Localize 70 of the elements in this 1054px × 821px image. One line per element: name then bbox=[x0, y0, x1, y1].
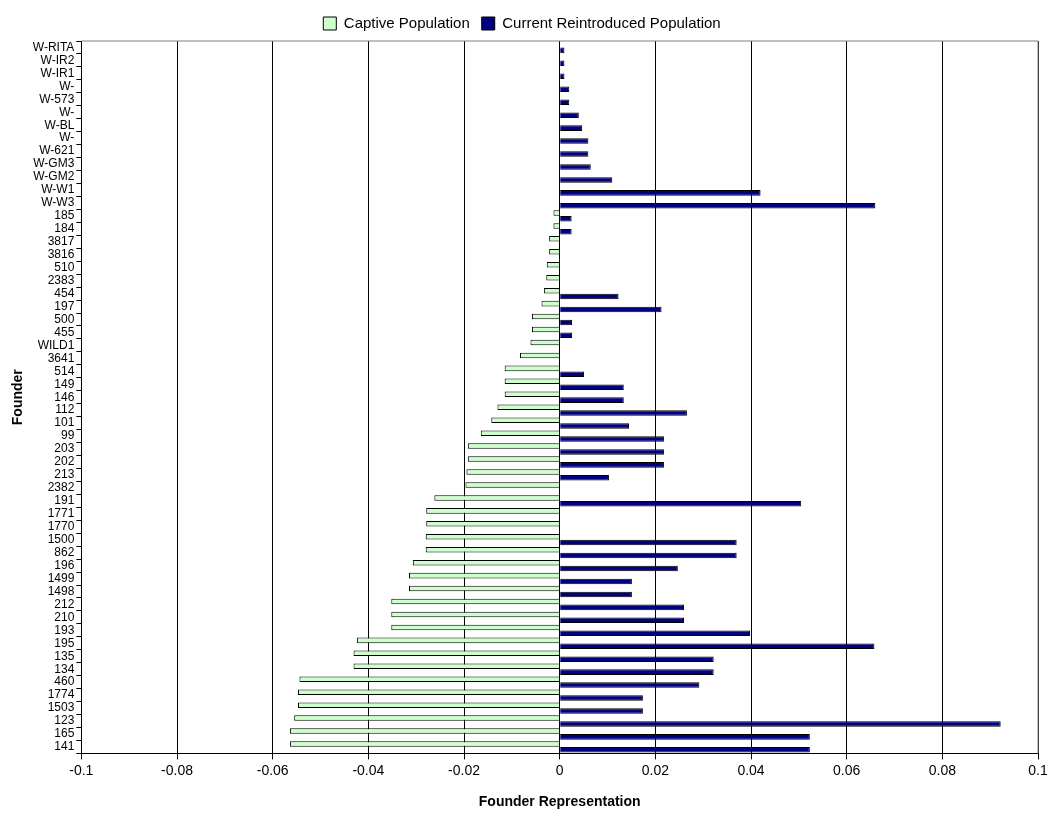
y-tick-label: 2382 bbox=[47, 480, 75, 495]
y-tick-label: W-573 bbox=[39, 91, 75, 106]
y-tick-label: 510 bbox=[54, 259, 75, 274]
y-tick-label: W- bbox=[59, 104, 75, 119]
x-tick-label: -0.08 bbox=[161, 761, 194, 778]
x-tick-label: -0.06 bbox=[256, 761, 289, 778]
y-tick-label: 1770 bbox=[47, 519, 75, 534]
y-tick-label: 135 bbox=[54, 648, 75, 663]
y-tick-label: 1503 bbox=[47, 700, 75, 715]
x-tick-label: 0.06 bbox=[833, 761, 861, 778]
y-tick-label: 1774 bbox=[47, 687, 75, 702]
x-tick-label: 0.08 bbox=[928, 761, 957, 778]
y-tick-label: 184 bbox=[54, 221, 75, 236]
y-tick-label: 460 bbox=[54, 674, 75, 689]
y-tick-label: W-BL bbox=[44, 117, 75, 132]
y-tick-label: 112 bbox=[55, 402, 75, 417]
y-tick-label: 195 bbox=[54, 635, 75, 650]
y-tick-label: 3641 bbox=[47, 350, 75, 365]
y-tick-label: W- bbox=[59, 78, 75, 93]
y-tick-label: W-W1 bbox=[41, 182, 75, 197]
legend-label: Current Reintroduced Population bbox=[502, 13, 721, 31]
y-tick-label: 862 bbox=[54, 544, 75, 559]
y-tick-label: 1499 bbox=[47, 570, 75, 585]
y-tick-label: W-GM3 bbox=[33, 156, 75, 171]
y-tick-label: 500 bbox=[54, 311, 75, 326]
y-tick-label: 149 bbox=[54, 376, 75, 391]
x-axis-title: Founder Representation bbox=[478, 793, 641, 810]
y-tick-label: 1500 bbox=[47, 531, 75, 546]
y-tick-label: WILD1 bbox=[37, 337, 75, 352]
y-tick-label: W-IR2 bbox=[40, 52, 75, 67]
y-tick-label: 196 bbox=[54, 557, 75, 572]
y-tick-label: 141 bbox=[54, 739, 75, 754]
y-tick-label: 212 bbox=[54, 596, 75, 611]
y-tick-label: 3817 bbox=[47, 234, 75, 249]
y-tick-label: 1771 bbox=[47, 506, 75, 521]
y-tick-label: W-IR1 bbox=[40, 65, 75, 80]
y-tick-label: 454 bbox=[54, 285, 75, 300]
x-tick-label: 0 bbox=[555, 761, 564, 778]
y-tick-label: W-621 bbox=[39, 143, 75, 158]
y-tick-label: 1498 bbox=[47, 583, 75, 598]
x-tick-label: -0.1 bbox=[69, 761, 94, 778]
y-tick-label: 2383 bbox=[47, 272, 75, 287]
y-tick-label: 455 bbox=[54, 324, 75, 339]
y-tick-label: 202 bbox=[54, 454, 75, 469]
y-tick-label: 213 bbox=[54, 467, 75, 482]
y-tick-label: 165 bbox=[54, 726, 75, 741]
y-tick-label: 3816 bbox=[47, 247, 75, 262]
y-tick-label: W-RITA bbox=[32, 39, 75, 54]
y-tick-label: 203 bbox=[54, 441, 75, 456]
y-tick-label: W-GM2 bbox=[33, 169, 75, 184]
y-tick-label: 123 bbox=[54, 713, 75, 728]
y-tick-label: W- bbox=[59, 130, 75, 145]
x-tick-label: 0.02 bbox=[641, 761, 670, 778]
y-tick-label: 193 bbox=[54, 622, 75, 637]
y-tick-label: 185 bbox=[54, 208, 75, 223]
y-tick-label: 514 bbox=[54, 363, 75, 378]
y-tick-label: 101 bbox=[54, 415, 75, 430]
x-tick-label: -0.04 bbox=[352, 761, 385, 778]
y-tick-label: 134 bbox=[54, 661, 75, 676]
x-tick-label: -0.02 bbox=[448, 761, 481, 778]
y-axis-title: Founder bbox=[9, 368, 26, 426]
y-tick-label: 210 bbox=[54, 609, 75, 624]
y-tick-label: W-W3 bbox=[41, 195, 75, 210]
x-tick-label: 0.04 bbox=[737, 761, 765, 778]
y-tick-label: 146 bbox=[54, 389, 75, 404]
y-tick-label: 191 bbox=[54, 493, 75, 508]
legend-label: Captive Population bbox=[343, 13, 470, 31]
x-tick-label: 0.1 bbox=[1028, 761, 1048, 778]
y-tick-label: 197 bbox=[54, 298, 75, 313]
y-tick-label: 99 bbox=[60, 428, 75, 443]
